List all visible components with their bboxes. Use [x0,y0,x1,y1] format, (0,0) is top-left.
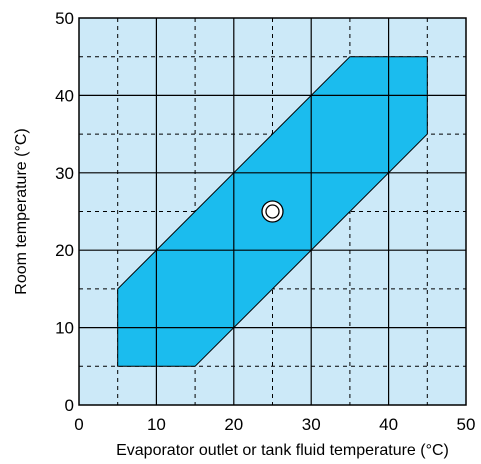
x-tick-label: 20 [224,415,243,434]
y-tick-label: 20 [55,241,74,260]
rated-point-marker [261,200,284,223]
x-tick-label: 50 [457,415,476,434]
marker-inner-ring [265,204,280,219]
y-tick-label: 30 [55,164,74,183]
major-grid [79,18,466,405]
y-tick-labels: 0 10 20 30 40 50 [55,9,74,415]
x-tick-label: 40 [379,415,398,434]
plot-frame [78,17,467,406]
y-axis-label: Room temperature (°C) [13,128,30,294]
y-tick-label: 50 [55,9,74,28]
x-axis-label: Evaporator outlet or tank fluid temperat… [116,442,449,459]
x-tick-label: 10 [147,415,166,434]
x-tick-labels: 0 10 20 30 40 50 [74,415,475,434]
x-tick-label: 30 [302,415,321,434]
y-tick-label: 10 [55,319,74,338]
y-tick-label: 0 [65,396,74,415]
y-tick-label: 40 [55,86,74,105]
x-tick-label: 0 [74,415,83,434]
